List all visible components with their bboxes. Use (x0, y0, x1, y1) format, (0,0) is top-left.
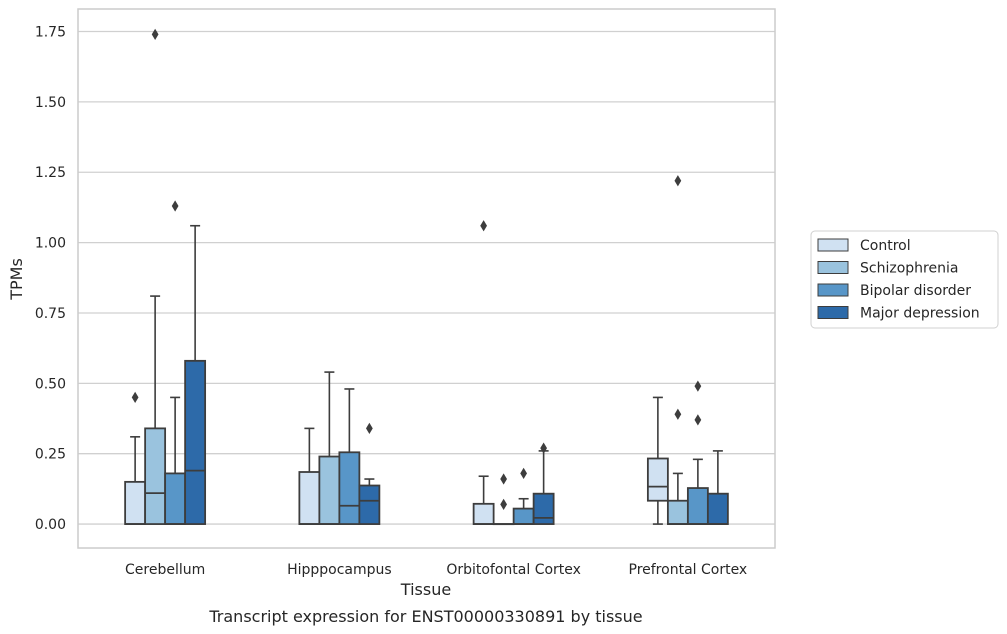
box-control (298, 427, 321, 525)
box-major-depression (532, 442, 555, 525)
box-body (124, 480, 147, 525)
outlier-point (694, 380, 702, 392)
box-control (124, 391, 147, 525)
box-schizophrenia (492, 473, 515, 526)
chart-title: Transcript expression for ENST0000033089… (208, 607, 642, 626)
outlier-point (131, 391, 139, 404)
legend-label: Schizophrenia (860, 261, 958, 277)
y-tick-label: 0.50 (35, 376, 66, 392)
box-schizophrenia (144, 28, 167, 525)
legend-swatch (817, 306, 849, 319)
box-major-depression (184, 224, 207, 525)
box-body (512, 507, 535, 525)
grid-lines (78, 30, 775, 525)
outlier-point (540, 442, 547, 454)
box-body (706, 492, 729, 525)
x-axis-ticks: Cerebellum Hipppocampus Orbitofontal Corte… (125, 562, 747, 578)
legend-swatch (817, 261, 849, 274)
box-body (318, 455, 341, 525)
outlier-point (674, 175, 682, 187)
y-axis-label: TPMs (7, 258, 26, 301)
legend-frame (810, 230, 999, 329)
outlier-point (151, 28, 159, 40)
x-axis-label: Tissue (400, 580, 451, 599)
box-body (686, 487, 709, 525)
y-tick-label: 0.00 (35, 517, 66, 533)
y-tick-label: 0.75 (35, 306, 66, 322)
box-control (472, 220, 495, 525)
x-tick-label: Cerebellum (125, 562, 205, 578)
legend-label: Control (860, 238, 911, 254)
box-major-depression (358, 422, 381, 525)
box-control (646, 396, 669, 525)
box-body (184, 359, 207, 525)
y-tick-label: 1.50 (35, 95, 66, 111)
box-body (532, 492, 555, 525)
x-tick-label: Orbitofontal Cortex (446, 562, 581, 578)
box-body (144, 427, 167, 525)
legend-swatch (817, 238, 849, 252)
outlier-point (171, 200, 179, 212)
y-tick-label: 1.00 (35, 236, 66, 252)
box-schizophrenia (318, 371, 341, 525)
box-schizophrenia (666, 175, 689, 525)
outlier-point (694, 414, 702, 426)
box-major-depression (706, 450, 729, 525)
legend: Control Schizophrenia Bipolar disorder Majo… (810, 230, 999, 329)
legend-label: Major depression (860, 306, 980, 322)
y-tick-label: 0.25 (35, 447, 66, 463)
box-body (666, 499, 689, 525)
legend-label: Bipolar disorder (860, 283, 971, 299)
box-bipolar-disorder (512, 467, 535, 525)
box-body (338, 451, 361, 525)
y-axis-ticks: 0.00 0.25 0.50 0.75 1.00 1.25 1.50 1.75 (35, 25, 66, 534)
outlier-point (520, 467, 527, 480)
x-tick-label: Hipppocampus (287, 562, 392, 578)
box-body (358, 484, 381, 525)
plot-frame (77, 8, 776, 549)
box-bipolar-disorder (164, 200, 187, 525)
y-tick-label: 1.25 (35, 165, 66, 181)
y-tick-label: 1.75 (35, 25, 66, 41)
box-body (646, 457, 669, 502)
box-body (472, 502, 495, 525)
outlier-point (366, 422, 373, 435)
x-tick-label: Prefrontal Cortex (629, 562, 748, 578)
outlier-point (500, 473, 507, 485)
box-body (298, 471, 321, 525)
outlier-point (480, 220, 487, 232)
box-body (164, 472, 187, 525)
box-groups (124, 28, 729, 526)
box-bipolar-disorder (686, 380, 709, 525)
box-bipolar-disorder (338, 388, 361, 525)
outlier-point (674, 408, 682, 420)
outlier-point (500, 498, 507, 510)
legend-swatch (817, 283, 849, 297)
